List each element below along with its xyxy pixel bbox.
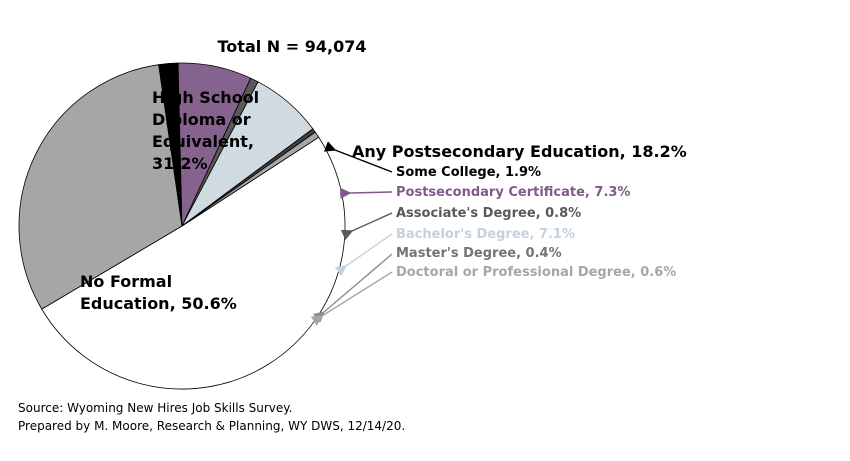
- high-school-line-2: Diploma or: [152, 110, 251, 129]
- prepared-by-line: Prepared by M. Moore, Research & Plannin…: [18, 419, 406, 433]
- pie-slices: [18, 62, 346, 390]
- source-line: Source: Wyoming New Hires Job Skills Sur…: [18, 401, 293, 415]
- high-school-line-1: High School: [152, 88, 259, 107]
- leader-associate: [340, 212, 393, 241]
- segment-labels: Some College, 1.9% Postsecondary Certifi…: [396, 165, 676, 280]
- label-no-formal: No Formal Education, 50.6%: [80, 272, 237, 313]
- chart-title: Total N = 94,074: [218, 37, 367, 56]
- pie-slice-doctoral: [181, 131, 320, 227]
- label-some-college: Some College, 1.9%: [396, 165, 541, 180]
- label-associate: Associate's Degree, 0.8%: [396, 206, 581, 221]
- leader-bachelor: [334, 233, 393, 277]
- pie-slice-no-formal: [41, 136, 346, 390]
- leader-some-college: [323, 141, 393, 173]
- label-certificate: Postsecondary Certificate, 7.3%: [396, 185, 630, 200]
- label-high-school: High School Diploma or Equivalent, 31.2%: [152, 88, 259, 173]
- no-formal-line-1: No Formal: [80, 272, 172, 291]
- label-master: Master's Degree, 0.4%: [396, 246, 562, 261]
- high-school-line-4: 31.2%: [152, 154, 208, 173]
- leader-certificate: [340, 187, 393, 199]
- label-any-postsecondary: Any Postsecondary Education, 18.2%: [352, 142, 687, 161]
- leader-lines: [310, 141, 393, 326]
- label-bachelor: Bachelor's Degree, 7.1%: [396, 227, 575, 242]
- leader-doctoral: [310, 271, 393, 326]
- no-formal-line-2: Education, 50.6%: [80, 294, 237, 313]
- leader-master: [312, 253, 393, 323]
- label-doctoral: Doctoral or Professional Degree, 0.6%: [396, 265, 676, 280]
- high-school-line-3: Equivalent,: [152, 132, 254, 151]
- pie-slice-high-school: [18, 64, 183, 310]
